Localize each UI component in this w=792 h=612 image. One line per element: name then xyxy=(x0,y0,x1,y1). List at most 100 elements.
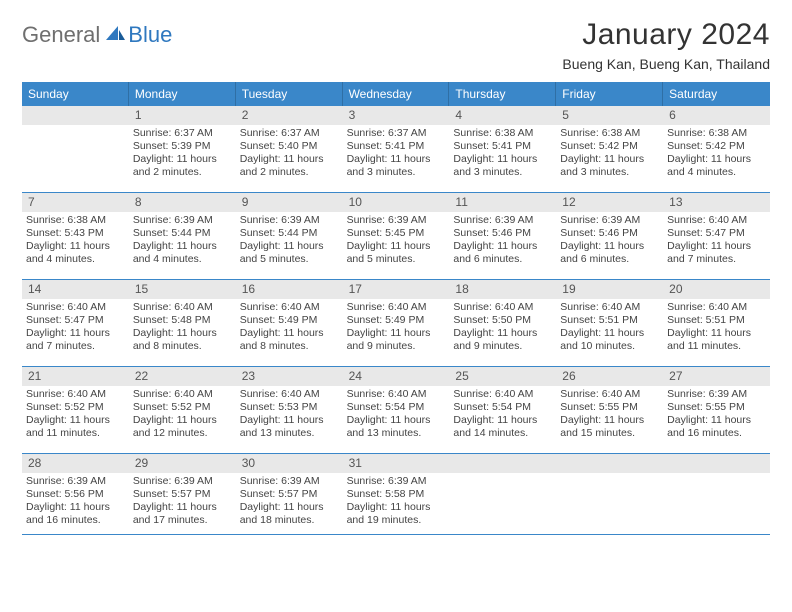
sunset-text: Sunset: 5:42 PM xyxy=(560,140,659,153)
day-number: 19 xyxy=(556,280,663,299)
daylight-text: Daylight: 11 hours and 5 minutes. xyxy=(240,240,339,266)
logo-text-general: General xyxy=(22,22,100,48)
sunrise-text: Sunrise: 6:40 AM xyxy=(240,301,339,314)
sunrise-text: Sunrise: 6:37 AM xyxy=(347,127,446,140)
sunrise-text: Sunrise: 6:40 AM xyxy=(667,301,766,314)
sunrise-text: Sunrise: 6:39 AM xyxy=(240,475,339,488)
daylight-text: Daylight: 11 hours and 3 minutes. xyxy=(453,153,552,179)
daylight-text: Daylight: 11 hours and 9 minutes. xyxy=(453,327,552,353)
calendar-cell: 2 Sunrise: 6:37 AMSunset: 5:40 PMDaylight… xyxy=(236,106,343,192)
day-number: 29 xyxy=(129,454,236,473)
day-header: Wednesday xyxy=(343,82,450,106)
sunset-text: Sunset: 5:39 PM xyxy=(133,140,232,153)
calendar-cell: 25Sunrise: 6:40 AMSunset: 5:54 PMDayligh… xyxy=(449,367,556,453)
calendar-cell: 17Sunrise: 6:40 AMSunset: 5:49 PMDayligh… xyxy=(343,280,450,366)
day-number: 14 xyxy=(22,280,129,299)
calendar-cell: 5Sunrise: 6:38 AMSunset: 5:42 PMDaylight… xyxy=(556,106,663,192)
day-header: Saturday xyxy=(663,82,770,106)
daylight-text: Daylight: 11 hours and 8 minutes. xyxy=(240,327,339,353)
day-header-row: SundayMondayTuesdayWednesdayThursdayFrid… xyxy=(22,82,770,106)
sunset-text: Sunset: 5:49 PM xyxy=(347,314,446,327)
day-number xyxy=(22,106,129,125)
daylight-text: Daylight: 11 hours and 7 minutes. xyxy=(26,327,125,353)
day-header: Sunday xyxy=(22,82,129,106)
calendar-cell: 18Sunrise: 6:40 AMSunset: 5:50 PMDayligh… xyxy=(449,280,556,366)
daylight-text: Daylight: 11 hours and 4 minutes. xyxy=(133,240,232,266)
sunrise-text: Sunrise: 6:40 AM xyxy=(560,388,659,401)
sunrise-text: Sunrise: 6:40 AM xyxy=(453,301,552,314)
sunset-text: Sunset: 5:56 PM xyxy=(26,488,125,501)
daylight-text: Daylight: 11 hours and 8 minutes. xyxy=(133,327,232,353)
day-header: Friday xyxy=(556,82,663,106)
calendar-cell: 16Sunrise: 6:40 AMSunset: 5:49 PMDayligh… xyxy=(236,280,343,366)
day-header: Thursday xyxy=(449,82,556,106)
day-number: 22 xyxy=(129,367,236,386)
day-number: 28 xyxy=(22,454,129,473)
daylight-text: Daylight: 11 hours and 16 minutes. xyxy=(26,501,125,527)
daylight-text: Daylight: 11 hours and 3 minutes. xyxy=(347,153,446,179)
calendar-cell: 7Sunrise: 6:38 AMSunset: 5:43 PMDaylight… xyxy=(22,193,129,279)
sunrise-text: Sunrise: 6:38 AM xyxy=(667,127,766,140)
sunset-text: Sunset: 5:52 PM xyxy=(26,401,125,414)
sunrise-text: Sunrise: 6:37 AM xyxy=(133,127,232,140)
sunrise-text: Sunrise: 6:38 AM xyxy=(26,214,125,227)
day-number: 27 xyxy=(663,367,770,386)
page-title: January 2024 xyxy=(562,18,770,52)
calendar-cell: 20Sunrise: 6:40 AMSunset: 5:51 PMDayligh… xyxy=(663,280,770,366)
day-header: Tuesday xyxy=(236,82,343,106)
title-block: January 2024 Bueng Kan, Bueng Kan, Thail… xyxy=(562,18,770,72)
calendar-cell: 6Sunrise: 6:38 AMSunset: 5:42 PMDaylight… xyxy=(663,106,770,192)
calendar-cell: 8Sunrise: 6:39 AMSunset: 5:44 PMDaylight… xyxy=(129,193,236,279)
week-row: 7Sunrise: 6:38 AMSunset: 5:43 PMDaylight… xyxy=(22,193,770,280)
daylight-text: Daylight: 11 hours and 12 minutes. xyxy=(133,414,232,440)
day-number: 5 xyxy=(556,106,663,125)
calendar-body: 1Sunrise: 6:37 AMSunset: 5:39 PMDaylight… xyxy=(22,106,770,535)
sunrise-text: Sunrise: 6:40 AM xyxy=(133,388,232,401)
sunset-text: Sunset: 5:43 PM xyxy=(26,227,125,240)
day-number: 8 xyxy=(129,193,236,212)
calendar-cell: 23Sunrise: 6:40 AMSunset: 5:53 PMDayligh… xyxy=(236,367,343,453)
day-number: 30 xyxy=(236,454,343,473)
sunset-text: Sunset: 5:54 PM xyxy=(453,401,552,414)
day-number: 20 xyxy=(663,280,770,299)
calendar-cell: 11Sunrise: 6:39 AMSunset: 5:46 PMDayligh… xyxy=(449,193,556,279)
sunset-text: Sunset: 5:40 PM xyxy=(240,140,339,153)
daylight-text: Daylight: 11 hours and 6 minutes. xyxy=(560,240,659,266)
calendar-cell: 29Sunrise: 6:39 AMSunset: 5:57 PMDayligh… xyxy=(129,454,236,534)
day-number: 2 xyxy=(236,106,343,125)
calendar-cell: 3Sunrise: 6:37 AMSunset: 5:41 PMDaylight… xyxy=(343,106,450,192)
calendar-cell: 28Sunrise: 6:39 AMSunset: 5:56 PMDayligh… xyxy=(22,454,129,534)
sunrise-text: Sunrise: 6:39 AM xyxy=(240,214,339,227)
sunset-text: Sunset: 5:47 PM xyxy=(667,227,766,240)
day-number: 31 xyxy=(343,454,450,473)
sunset-text: Sunset: 5:47 PM xyxy=(26,314,125,327)
sunset-text: Sunset: 5:41 PM xyxy=(347,140,446,153)
calendar-cell-blank xyxy=(556,454,663,534)
sunset-text: Sunset: 5:51 PM xyxy=(667,314,766,327)
location-subtitle: Bueng Kan, Bueng Kan, Thailand xyxy=(562,56,770,72)
day-number: 4 xyxy=(449,106,556,125)
calendar-cell: 26Sunrise: 6:40 AMSunset: 5:55 PMDayligh… xyxy=(556,367,663,453)
calendar-cell: 31Sunrise: 6:39 AMSunset: 5:58 PMDayligh… xyxy=(343,454,450,534)
daylight-text: Daylight: 11 hours and 9 minutes. xyxy=(347,327,446,353)
daylight-text: Daylight: 11 hours and 2 minutes. xyxy=(240,153,339,179)
sunrise-text: Sunrise: 6:37 AM xyxy=(240,127,339,140)
day-number: 17 xyxy=(343,280,450,299)
daylight-text: Daylight: 11 hours and 7 minutes. xyxy=(667,240,766,266)
calendar: SundayMondayTuesdayWednesdayThursdayFrid… xyxy=(22,82,770,535)
day-header: Monday xyxy=(129,82,236,106)
day-number: 10 xyxy=(343,193,450,212)
week-row: 1Sunrise: 6:37 AMSunset: 5:39 PMDaylight… xyxy=(22,106,770,193)
week-row: 21Sunrise: 6:40 AMSunset: 5:52 PMDayligh… xyxy=(22,367,770,454)
sunrise-text: Sunrise: 6:38 AM xyxy=(453,127,552,140)
day-number: 11 xyxy=(449,193,556,212)
day-number xyxy=(556,454,663,473)
sunset-text: Sunset: 5:54 PM xyxy=(347,401,446,414)
calendar-cell: 21Sunrise: 6:40 AMSunset: 5:52 PMDayligh… xyxy=(22,367,129,453)
daylight-text: Daylight: 11 hours and 5 minutes. xyxy=(347,240,446,266)
sunrise-text: Sunrise: 6:40 AM xyxy=(667,214,766,227)
sunrise-text: Sunrise: 6:40 AM xyxy=(560,301,659,314)
day-number: 24 xyxy=(343,367,450,386)
sunset-text: Sunset: 5:57 PM xyxy=(240,488,339,501)
day-number xyxy=(663,454,770,473)
